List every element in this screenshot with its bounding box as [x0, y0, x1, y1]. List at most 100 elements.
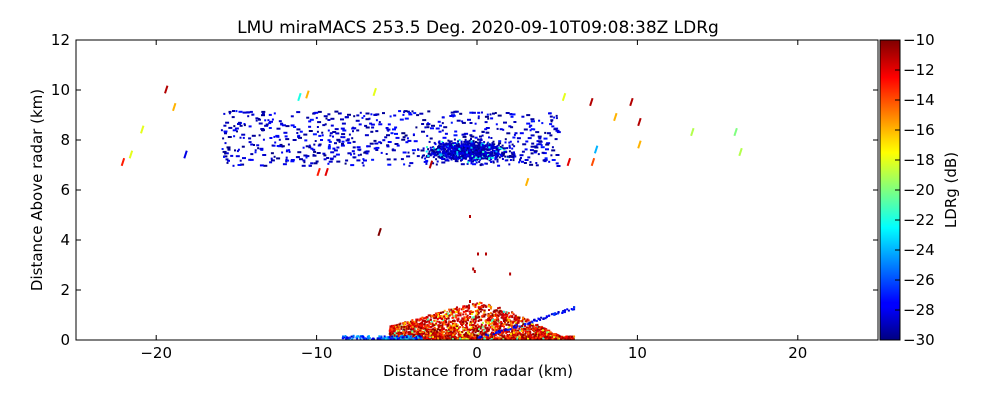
echo-pixel — [490, 158, 493, 161]
echo-pixel — [352, 336, 355, 339]
echo-pixel — [469, 300, 471, 303]
echo-pixel — [496, 145, 499, 147]
echo-pixel — [417, 323, 420, 326]
echo-pixel — [555, 114, 558, 117]
echo-pixel — [440, 332, 443, 335]
echo-pixel — [232, 164, 235, 167]
echo-pixel — [509, 140, 512, 143]
echo-streak — [637, 117, 642, 127]
echo-pixel — [241, 145, 245, 148]
colorbar-tick-label: −14 — [903, 91, 935, 109]
echo-pixel — [421, 319, 424, 322]
echo-pixel — [463, 337, 466, 340]
echo-pixel — [518, 317, 521, 320]
echo-pixel — [396, 337, 399, 340]
echo-pixel — [434, 315, 437, 318]
echo-pixel — [484, 319, 487, 322]
echo-pixel — [386, 145, 390, 148]
echo-pixel — [503, 334, 506, 337]
echo-pixel — [481, 329, 484, 332]
echo-pixel — [390, 330, 393, 333]
echo-pixel — [537, 135, 542, 138]
echo-pixel — [449, 324, 451, 327]
echo-pixel — [398, 335, 401, 338]
echo-pixel — [494, 158, 497, 161]
echo-pixel — [503, 320, 505, 322]
echo-pixel — [261, 112, 265, 115]
echo-pixel — [497, 114, 502, 117]
echo-pixel — [474, 144, 477, 147]
echo-pixel — [342, 335, 344, 338]
echo-pixel — [336, 146, 340, 149]
echo-pixel — [493, 154, 496, 157]
echo-pixel — [466, 305, 468, 308]
echo-pixel — [475, 326, 478, 329]
echo-pixel — [472, 160, 474, 163]
echo-pixel — [504, 138, 507, 141]
echo-pixel — [479, 158, 481, 161]
echo-pixel — [567, 309, 570, 312]
echo-pixel — [257, 147, 260, 150]
echo-pixel — [476, 141, 479, 144]
echo-pixel — [498, 320, 501, 323]
echo-pixel — [543, 158, 548, 161]
echo-pixel — [302, 159, 306, 162]
echo-pixel — [555, 129, 560, 132]
echo-pixel — [363, 115, 366, 118]
echo-pixel — [512, 331, 515, 334]
echo-pixel — [285, 138, 290, 141]
echo-pixel — [441, 140, 444, 143]
echo-pixel — [421, 336, 424, 338]
echo-pixel — [370, 113, 373, 116]
echo-pixel — [487, 337, 490, 339]
echo-pixel — [390, 132, 394, 135]
echo-pixel — [488, 317, 491, 320]
echo-pixel — [425, 324, 428, 327]
echo-pixel — [353, 152, 356, 155]
echo-pixel — [465, 334, 468, 337]
echo-pixel — [281, 145, 285, 148]
echo-pixel — [477, 306, 480, 309]
echo-pixel — [452, 324, 455, 327]
echo-pixel — [499, 334, 502, 337]
echo-pixel — [385, 338, 387, 340]
echo-pixel — [478, 318, 481, 321]
colorbar-tick-label: −18 — [903, 151, 935, 169]
echo-pixel — [543, 332, 546, 335]
echo-pixel — [476, 146, 479, 149]
echo-pixel — [511, 143, 514, 146]
echo-pixel — [443, 323, 446, 326]
echo-pixel — [387, 338, 390, 340]
echo-pixel — [283, 131, 288, 134]
echo-pixel — [418, 334, 421, 336]
echo-pixel — [527, 335, 530, 338]
echo-pixel — [327, 147, 331, 150]
echo-pixel — [393, 114, 397, 117]
echo-pixel — [567, 335, 570, 338]
echo-pixel — [453, 149, 456, 151]
echo-pixel — [223, 124, 227, 127]
echo-pixel — [250, 153, 254, 156]
echo-pixel — [310, 147, 314, 150]
echo-pixel — [232, 110, 235, 112]
echo-pixel — [451, 316, 454, 319]
echo-pixel — [223, 130, 228, 133]
echo-pixel — [444, 335, 447, 338]
echo-pixel — [466, 319, 469, 322]
echo-pixel — [509, 272, 512, 276]
echo-pixel — [325, 117, 328, 120]
echo-pixel — [445, 318, 448, 320]
echo-pixel — [450, 332, 453, 335]
echo-pixel — [543, 335, 546, 338]
echo-pixel — [476, 326, 479, 329]
echo-pixel — [237, 148, 240, 151]
echo-pixel — [426, 328, 429, 331]
echo-pixel — [447, 145, 451, 148]
echo-pixel — [405, 336, 408, 339]
echo-pixel — [261, 110, 266, 113]
echo-pixel — [296, 132, 299, 134]
echo-pixel — [268, 113, 272, 116]
echo-pixel — [411, 336, 414, 338]
echo-pixel — [454, 332, 457, 335]
echo-pixel — [483, 329, 486, 332]
